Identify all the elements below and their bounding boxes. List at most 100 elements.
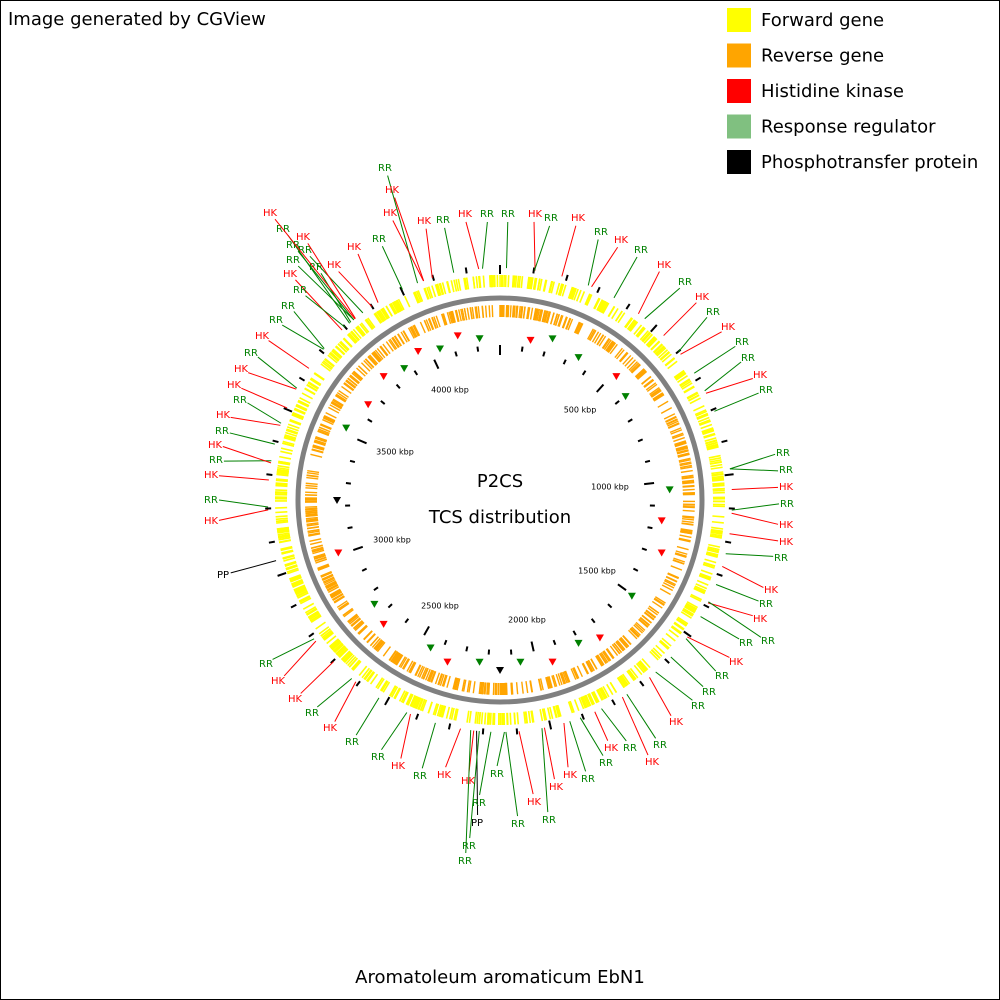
- forward-gene: [683, 605, 696, 614]
- forward-gene: [355, 326, 365, 338]
- reverse-gene: [678, 538, 691, 543]
- reverse-gene: [454, 678, 460, 691]
- reverse-gene: [394, 335, 402, 347]
- forward-gene: [561, 284, 567, 297]
- forward-gene: [696, 413, 709, 420]
- feature-label: HK: [288, 694, 303, 705]
- feature-label: RR: [209, 455, 223, 466]
- forward-gene: [580, 696, 587, 709]
- forward-gene: [667, 360, 678, 370]
- reverse-gene: [319, 424, 332, 431]
- feature-label: HK: [779, 520, 794, 531]
- reverse-gene: [306, 519, 319, 523]
- forward-gene: [453, 708, 458, 721]
- forward-gene: [518, 275, 522, 288]
- reverse-gene: [665, 416, 677, 423]
- reverse-gene: [452, 677, 457, 690]
- label-leader: [678, 316, 708, 353]
- reverse-gene: [437, 673, 443, 686]
- forward-gene: [280, 546, 293, 552]
- reverse-gene: [312, 446, 325, 451]
- feature-marker: [334, 549, 343, 557]
- forward-gene: [710, 528, 723, 533]
- reverse-gene: [367, 355, 378, 366]
- forward-gene: [480, 712, 484, 725]
- feature-label: HK: [327, 260, 342, 271]
- forward-gene: [294, 407, 306, 414]
- reverse-gene: [509, 305, 512, 318]
- forward-gene: [707, 547, 720, 552]
- forward-gene: [611, 308, 619, 320]
- forward-gene: [579, 291, 586, 303]
- forward-gene: [536, 278, 541, 291]
- reverse-gene: [553, 313, 558, 326]
- legend-swatch: [727, 8, 751, 32]
- reverse-gene: [673, 436, 685, 443]
- forward-gene: [335, 345, 346, 355]
- forward-gene: [434, 703, 440, 716]
- inner-tick: [387, 603, 393, 609]
- forward-gene: [400, 691, 408, 703]
- reverse-gene: [472, 681, 476, 694]
- forward-gene: [673, 621, 685, 630]
- forward-gene: [417, 290, 424, 302]
- feature-label: RR: [739, 638, 753, 649]
- feature-marker: [548, 658, 557, 666]
- feature-label: HK: [271, 676, 286, 687]
- forward-gene: [381, 308, 389, 320]
- feature-label: RR: [735, 337, 749, 348]
- reverse-gene: [680, 529, 693, 534]
- reverse-gene: [520, 306, 524, 319]
- reverse-gene: [591, 331, 600, 343]
- forward-gene: [299, 597, 312, 605]
- reverse-gene: [440, 313, 446, 326]
- reverse-gene: [539, 678, 544, 691]
- forward-gene: [711, 471, 724, 475]
- feature-label: HK: [208, 440, 223, 451]
- inner-tick: [641, 547, 648, 551]
- forward-gene: [585, 694, 592, 707]
- label-leader: [381, 712, 408, 751]
- feature-label: RR: [774, 553, 788, 564]
- reverse-gene: [606, 648, 615, 659]
- label-leader: [479, 731, 492, 796]
- reverse-gene: [326, 583, 338, 591]
- forward-gene: [327, 354, 338, 364]
- reverse-gene: [662, 581, 675, 589]
- reverse-gene: [463, 308, 468, 321]
- legend-label: Reverse gene: [761, 46, 884, 67]
- label-leader: [229, 432, 275, 445]
- reverse-gene: [311, 448, 324, 453]
- forward-gene: [520, 276, 524, 289]
- reverse-gene: [477, 306, 481, 319]
- outer-tick: [415, 713, 420, 720]
- forward-gene: [679, 379, 691, 387]
- reverse-gene: [453, 677, 458, 690]
- outer-tick: [330, 658, 336, 664]
- forward-gene: [679, 378, 691, 387]
- reverse-gene: [406, 660, 414, 672]
- reverse-gene: [590, 658, 598, 670]
- forward-gene: [301, 392, 313, 400]
- forward-gene: [318, 626, 330, 635]
- reverse-gene: [317, 565, 330, 571]
- label-leader: [230, 416, 281, 426]
- reverse-gene: [309, 538, 322, 543]
- forward-gene: [423, 287, 429, 300]
- reverse-gene: [363, 360, 373, 370]
- forward-gene: [477, 275, 481, 289]
- reverse-gene: [582, 662, 590, 675]
- forward-gene: [489, 275, 492, 288]
- forward-gene: [299, 596, 311, 603]
- outer-tick: [290, 603, 297, 609]
- forward-gene: [308, 612, 321, 621]
- reverse-gene: [558, 315, 564, 328]
- reverse-gene: [645, 609, 657, 618]
- forward-gene: [306, 608, 318, 616]
- forward-gene: [543, 708, 548, 721]
- reverse-gene: [371, 637, 381, 648]
- forward-gene: [580, 696, 587, 709]
- reverse-gene: [335, 394, 347, 402]
- reverse-gene: [596, 654, 604, 666]
- label-leader: [569, 721, 587, 772]
